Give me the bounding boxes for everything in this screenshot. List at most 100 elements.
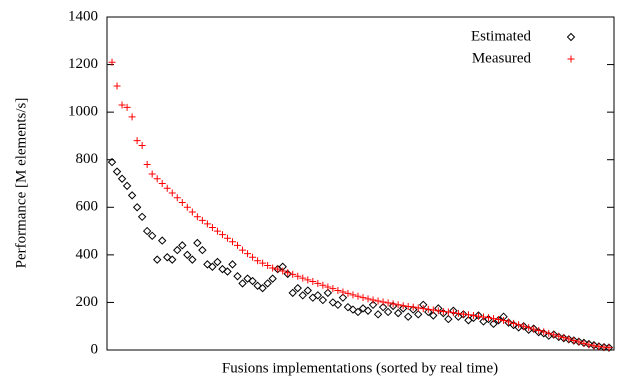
data-point <box>158 236 167 245</box>
data-point <box>153 175 161 183</box>
data-point <box>319 281 327 289</box>
data-point <box>254 257 262 265</box>
data-point <box>449 309 457 317</box>
data-point <box>268 274 277 283</box>
data-point <box>123 103 131 111</box>
data-point <box>525 324 533 332</box>
data-point <box>313 291 323 300</box>
data-point <box>599 342 609 352</box>
data-point <box>128 113 136 121</box>
data-point <box>249 253 257 261</box>
data-point <box>274 265 282 273</box>
data-point <box>394 301 402 309</box>
data-point <box>343 302 353 312</box>
data-point <box>294 272 302 280</box>
data-point <box>354 292 362 300</box>
data-point <box>122 181 132 191</box>
data-point <box>163 184 171 192</box>
data-point <box>178 199 186 207</box>
data-point <box>399 302 407 310</box>
data-point <box>339 288 347 296</box>
data-point <box>218 264 227 274</box>
data-point <box>314 279 322 287</box>
data-point <box>398 304 408 313</box>
data-point <box>244 250 252 258</box>
data-point <box>560 334 568 342</box>
data-point <box>605 344 613 352</box>
data-point <box>147 231 157 241</box>
data-point <box>188 208 196 216</box>
data-point <box>530 325 538 333</box>
data-point <box>288 288 297 298</box>
data-point <box>289 270 297 278</box>
data-point <box>338 293 348 302</box>
data-point <box>489 319 498 329</box>
data-point <box>429 306 437 314</box>
legend-label: Measured <box>472 50 532 66</box>
y-tick-label: 0 <box>91 341 99 357</box>
data-point <box>188 255 197 264</box>
data-point <box>238 279 247 288</box>
data-point <box>208 224 216 232</box>
data-point <box>565 335 573 343</box>
data-point <box>344 289 352 297</box>
data-point <box>333 300 343 310</box>
data-point <box>303 286 312 295</box>
data-point <box>193 238 202 248</box>
data-point <box>234 241 242 249</box>
data-point <box>137 212 147 222</box>
data-point <box>178 241 187 250</box>
y-tick-label: 1000 <box>68 104 98 120</box>
data-point <box>374 297 382 305</box>
data-point <box>545 329 553 337</box>
data-point <box>424 307 433 317</box>
y-tick-label: 1200 <box>68 56 98 72</box>
data-point <box>383 307 393 317</box>
data-point <box>580 339 588 347</box>
data-point <box>132 203 142 212</box>
data-point <box>414 304 422 312</box>
data-point <box>112 167 122 176</box>
data-point <box>590 342 598 350</box>
data-point <box>258 283 267 293</box>
data-point <box>158 180 166 187</box>
data-point <box>485 314 493 322</box>
data-point <box>248 276 257 286</box>
data-point <box>364 295 372 303</box>
data-point <box>203 260 212 269</box>
data-point <box>318 295 328 305</box>
data-point <box>308 293 318 302</box>
data-point <box>183 250 192 260</box>
data-point <box>474 312 482 320</box>
data-point <box>269 264 277 272</box>
data-point <box>298 291 307 300</box>
data-point <box>113 82 121 90</box>
data-point <box>293 283 302 293</box>
data-point <box>359 294 367 302</box>
data-point <box>363 306 373 315</box>
data-point <box>459 310 467 318</box>
data-point <box>163 253 172 262</box>
x-axis-label: Fusions implementations (sorted by real … <box>222 360 498 376</box>
data-point <box>495 316 503 324</box>
data-point <box>152 255 162 264</box>
y-tick-label: 600 <box>76 199 99 215</box>
data-point <box>309 277 317 285</box>
data-point <box>585 341 593 349</box>
data-point <box>107 157 117 167</box>
data-point <box>389 300 397 308</box>
data-point <box>299 274 307 282</box>
data-point <box>304 276 312 284</box>
data-point <box>253 281 262 290</box>
data-point <box>334 287 342 295</box>
data-point <box>228 260 237 269</box>
data-point <box>168 255 177 264</box>
legend-marker <box>566 32 576 42</box>
data-point <box>515 321 523 329</box>
data-point <box>203 220 211 228</box>
data-point <box>279 267 287 275</box>
y-tick-label: 1400 <box>68 8 98 24</box>
data-point <box>490 315 498 323</box>
plot-frame <box>106 16 615 351</box>
data-point <box>454 309 462 317</box>
